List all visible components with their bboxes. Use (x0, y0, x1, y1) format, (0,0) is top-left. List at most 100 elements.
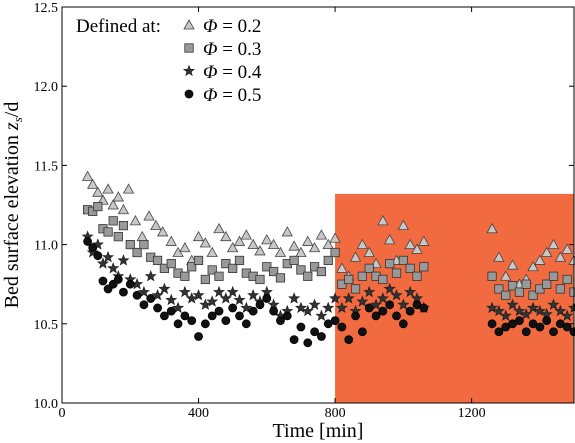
data-point-circle (535, 322, 545, 332)
data-point-circle (153, 303, 162, 313)
data-point-circle (214, 306, 224, 316)
data-point-square (275, 273, 286, 283)
data-point-star (294, 301, 307, 314)
data-point-circle (405, 306, 415, 316)
data-point-circle (83, 237, 92, 246)
data-point-star (404, 285, 417, 298)
data-point-circle (235, 311, 244, 321)
data-point-triangle (199, 237, 212, 248)
data-point-square (309, 262, 320, 272)
data-point-triangle (404, 238, 416, 250)
plot-frame (61, 6, 575, 404)
data-point-circle (330, 316, 340, 326)
data-point-square (255, 274, 265, 285)
data-point-star (117, 254, 130, 266)
data-point-triangle (143, 210, 155, 221)
data-point-circle (378, 306, 388, 316)
legend-title: Defined at: (76, 16, 161, 37)
data-point-star (102, 250, 115, 263)
data-point-circle (487, 319, 497, 329)
y-tick-label: 10.0 (34, 397, 59, 412)
data-point-circle (303, 338, 313, 348)
data-point-square (350, 284, 361, 294)
data-point-square (385, 259, 395, 269)
data-point-circle (173, 319, 183, 329)
data-point-circle (221, 316, 231, 326)
data-point-star (342, 292, 355, 304)
legend-entry-symbol: Φ (203, 85, 217, 106)
data-point-triangle (308, 241, 321, 253)
data-point-star (206, 295, 219, 307)
data-point-triangle (261, 234, 273, 245)
data-point-star (397, 298, 410, 310)
data-point-triangle (554, 251, 567, 262)
data-point-square (562, 274, 572, 285)
data-point-triangle (288, 240, 300, 251)
data-point-star (226, 285, 239, 298)
data-point-star (356, 295, 369, 307)
data-point-circle (93, 251, 103, 261)
data-point-square (501, 290, 511, 300)
data-point-triangle (274, 246, 287, 257)
data-point-triangle (295, 246, 307, 257)
data-point-circle (125, 279, 135, 289)
data-point-square (187, 262, 197, 272)
data-point-square (323, 255, 333, 266)
data-point-circle (200, 319, 210, 329)
data-point-circle (296, 322, 306, 332)
data-point-triangle (81, 170, 94, 181)
data-point-triangle (150, 219, 162, 230)
y-axis-label-var: z (1, 122, 23, 131)
data-point-star (383, 282, 396, 295)
data-point-star (165, 293, 178, 306)
data-point-square (180, 271, 190, 281)
data-point-circle (187, 316, 197, 326)
data-point-triangle (322, 238, 334, 250)
data-point-square (207, 265, 217, 275)
data-point-star (533, 304, 546, 317)
legend-entry-value: = 0.2 (217, 16, 261, 37)
data-point-square (398, 255, 408, 266)
data-point-triangle (267, 238, 280, 250)
y-tick-label: 12.0 (34, 80, 59, 95)
data-point-circle (514, 316, 524, 326)
data-point-square (269, 266, 279, 277)
y-tick-label: 11.5 (34, 159, 58, 174)
data-point-triangle (363, 246, 375, 257)
data-point-star (96, 257, 109, 269)
data-point-circle (371, 311, 381, 321)
data-point-square (419, 262, 429, 272)
data-point-square (507, 281, 518, 291)
legend-entry: Φ = 0.2 (203, 16, 261, 37)
x-tick-label: 0 (59, 406, 66, 421)
data-point-square (200, 274, 210, 285)
data-point-triangle (87, 178, 99, 189)
data-point-circle (119, 287, 128, 297)
y-axis-label-main: Bed surface elevation (1, 130, 23, 308)
data-point-triangle (541, 246, 553, 257)
data-point-triangle (107, 199, 119, 210)
data-point-star (499, 309, 512, 322)
data-point-triangle (92, 186, 104, 197)
legend-entry-value: = 0.3 (217, 39, 261, 60)
data-point-square (139, 239, 149, 250)
data-point-triangle (117, 203, 130, 215)
data-point-triangle (411, 243, 423, 254)
data-point-star (247, 288, 260, 301)
data-point-circle (385, 300, 395, 310)
data-point-square (214, 271, 224, 281)
data-point-triangle (329, 232, 341, 243)
data-point-square (132, 247, 142, 258)
data-point-circle (139, 300, 149, 310)
data-point-star (486, 301, 499, 314)
data-point-star (137, 285, 150, 298)
data-point-square (316, 266, 327, 277)
data-point-square (166, 259, 176, 269)
data-point-circle (88, 243, 98, 253)
data-point-circle (180, 311, 190, 321)
data-point-square (234, 255, 245, 266)
data-point-star (192, 288, 205, 301)
data-point-circle (549, 327, 558, 337)
x-tick-label: 400 (188, 406, 209, 421)
legend: Defined at: Φ = 0.2Φ = 0.3Φ = 0.4Φ = 0.5 (76, 16, 262, 106)
